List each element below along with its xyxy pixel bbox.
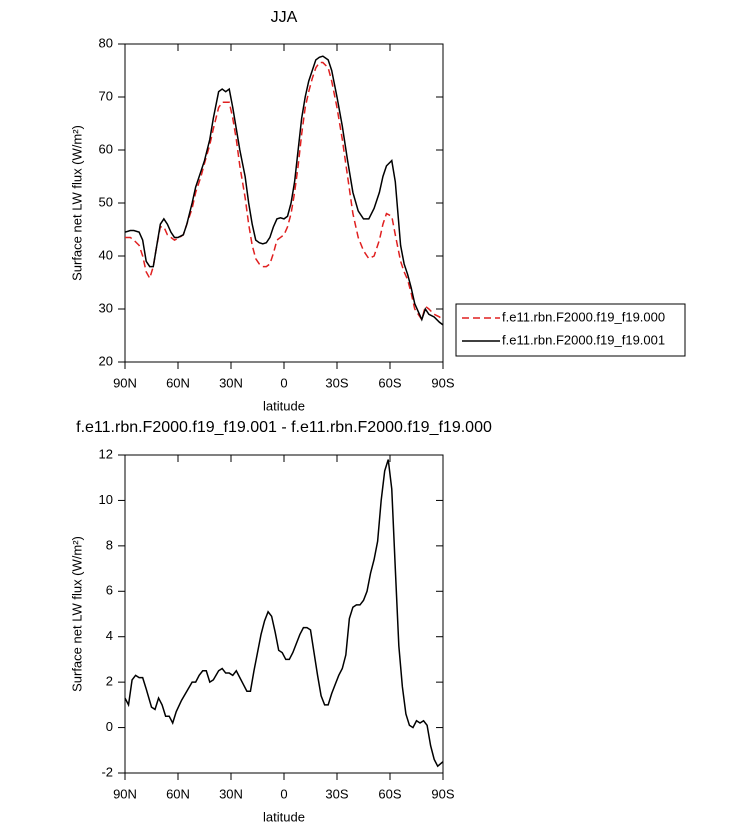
x-tick-label: 60N [166,375,190,390]
x-tick-label: 60S [378,786,401,801]
plot-frame [124,454,444,774]
x-tick-label: 30N [219,786,243,801]
x-tick-label: 60N [166,786,190,801]
x-tick-label: 90S [431,375,454,390]
legend-label: f.e11.rbn.F2000.f19_f19.001 [502,332,665,347]
plot-frame [124,43,444,363]
data-line [125,61,444,322]
x-tick-label: 30N [219,375,243,390]
y-tick-label: 80 [99,35,113,50]
x-axis-label: latitude [263,398,305,413]
x-tick-label: 60S [378,375,401,390]
chart-title: f.e11.rbn.F2000.f19_f19.001 - f.e11.rbn.… [76,419,492,436]
y-tick-label: 20 [99,353,113,368]
y-tick-label: 4 [106,628,113,643]
x-tick-label: 90N [113,375,137,390]
y-tick-label: 10 [99,492,113,507]
data-line [124,55,444,326]
y-tick-label: 60 [99,141,113,156]
y-tick-label: 12 [99,446,113,461]
x-tick-label: 0 [280,786,287,801]
y-tick-label: 30 [99,300,113,315]
x-tick-label: 90S [431,786,454,801]
chart-title: JJA [271,9,298,26]
y-tick-label: 0 [106,719,113,734]
y-axis-label: Surface net LW flux (W/m²) [69,536,84,692]
y-tick-label: 50 [99,194,113,209]
x-tick-label: 90N [113,786,137,801]
y-tick-label: 8 [106,537,113,552]
x-tick-label: 0 [280,375,287,390]
y-tick-label: 40 [99,247,113,262]
data-line [124,459,444,768]
x-tick-label: 30S [325,375,348,390]
legend-label: f.e11.rbn.F2000.f19_f19.000 [502,309,665,324]
y-axis-label: Surface net LW flux (W/m²) [69,125,84,281]
y-tick-label: -2 [101,764,113,779]
y-tick-label: 6 [106,583,113,598]
y-tick-label: 70 [99,88,113,103]
legend-box [455,303,686,357]
x-tick-label: 30S [325,786,348,801]
y-tick-label: 2 [106,674,113,689]
x-axis-label: latitude [263,809,305,824]
